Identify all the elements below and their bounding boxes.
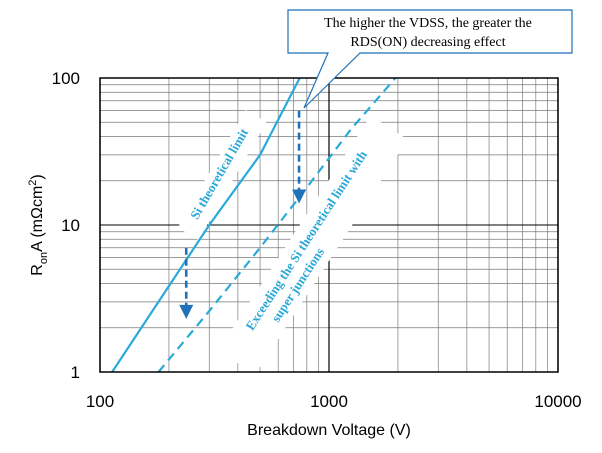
y-axis-title-sup: 2: [27, 180, 39, 186]
callout-line2: RDS(ON) decreasing effect: [350, 35, 505, 50]
y-axis-title-sub: on: [38, 252, 50, 264]
si-theoretical-limit-line: [111, 77, 301, 373]
x-tick-label-10000: 10000: [534, 392, 581, 411]
reduction-arrow-head: [179, 304, 194, 319]
y-tick-label-100: 100: [52, 69, 80, 88]
y-tick-label-10: 10: [61, 216, 80, 235]
reduction-arrow-head: [292, 189, 307, 204]
callout: The higher the VDSS, the greater the RDS…: [287, 9, 573, 109]
series-layer: [111, 77, 397, 373]
callout-box: [287, 9, 573, 109]
y-tick-label-1: 1: [71, 363, 80, 382]
x-tick-label-100: 100: [86, 392, 114, 411]
y-axis-title-base: R: [29, 264, 46, 276]
si-limit-label: Si theoretical limit: [187, 125, 251, 222]
y-axis-title-end: ): [29, 174, 46, 179]
callout-line1: The higher the VDSS, the greater the: [324, 16, 532, 31]
x-axis-title: Breakdown Voltage (V): [247, 422, 411, 439]
exceeding-label-background: [218, 115, 408, 375]
exceeding-label-line1: Exceeding the Si theoretical limit with: [242, 147, 370, 333]
x-tick-label-1000: 1000: [310, 392, 348, 411]
superjunction-limit-line: [157, 77, 397, 373]
y-axis-title: RonA (mΩcm2): [27, 174, 50, 275]
si-label-background: [177, 110, 267, 240]
arrow-layer: [179, 110, 307, 319]
y-axis-title-rest: A (mΩcm: [29, 186, 46, 252]
